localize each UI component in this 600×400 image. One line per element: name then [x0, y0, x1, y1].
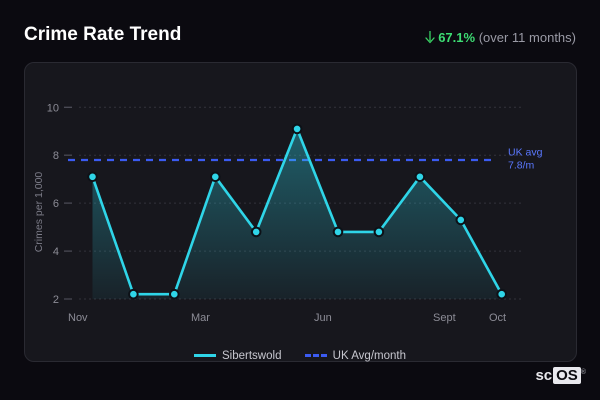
- svg-text:Jun: Jun: [314, 312, 332, 324]
- svg-text:Nov: Nov: [68, 312, 88, 324]
- svg-text:10: 10: [47, 102, 59, 114]
- svg-text:Sept: Sept: [433, 312, 456, 324]
- svg-text:6: 6: [53, 198, 59, 210]
- svg-text:8: 8: [53, 150, 59, 162]
- svg-text:Oct: Oct: [489, 312, 506, 324]
- svg-text:4: 4: [53, 246, 59, 258]
- svg-text:2: 2: [53, 294, 59, 306]
- svg-text:Mar: Mar: [191, 312, 210, 324]
- svg-text:UK avg: UK avg: [508, 147, 543, 159]
- svg-text:7.8/m: 7.8/m: [508, 160, 535, 172]
